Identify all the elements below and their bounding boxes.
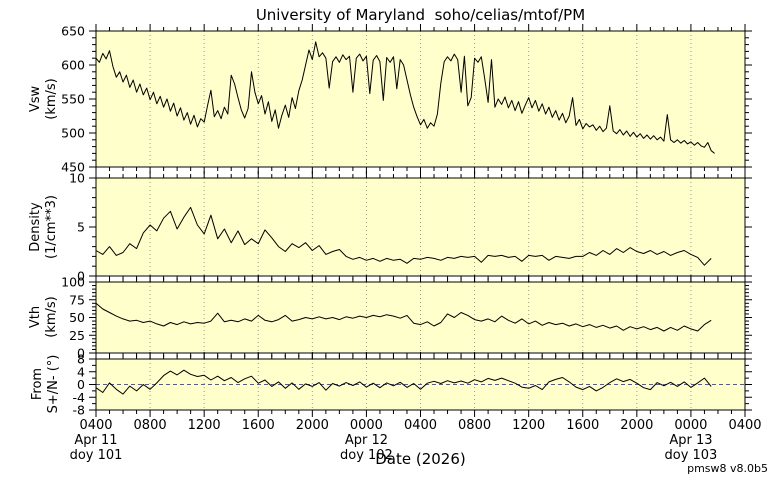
- x-doy-label: doy 103: [664, 448, 717, 463]
- y-axis-label-density-unit: (1/cm**3): [44, 195, 59, 259]
- series-vth: [95, 302, 712, 332]
- x-date-label: Apr 11: [74, 433, 117, 448]
- y-tick-label: 75: [69, 292, 85, 307]
- y-tick-label: 450: [61, 160, 85, 175]
- version-tag: pmsw8 v8.0b5: [687, 462, 768, 475]
- y-axis-label-density: Density (1/cm**3): [28, 195, 61, 259]
- y-axis-label-vsw-unit: (km/s): [44, 78, 59, 120]
- x-tick-label: 0000: [674, 418, 707, 433]
- x-tick-label: 0400: [79, 418, 112, 433]
- x-tick-label: 1200: [512, 418, 545, 433]
- x-doy-label: doy 102: [340, 448, 393, 463]
- y-tick-label: 0: [77, 377, 85, 392]
- y-tick-label: 500: [61, 126, 85, 141]
- y-axis-label-vsw-name: Vsw: [27, 85, 43, 113]
- y-axis-label-vth-unit: (km/s): [44, 296, 59, 338]
- series-density: [95, 206, 712, 266]
- y-tick-label: 4: [77, 364, 85, 379]
- x-tick-label: 2000: [620, 418, 653, 433]
- y-axis-label-vth: Vth (km/s): [28, 296, 61, 338]
- y-axis-label-angle-name: From: [29, 367, 45, 401]
- y-tick-label: 50: [69, 310, 85, 325]
- y-axis-label-density-name: Density: [27, 202, 43, 252]
- panel-bg-vth: [96, 282, 745, 353]
- y-tick-label: 0: [77, 346, 85, 361]
- y-axis-label-vsw: Vsw (km/s): [28, 78, 61, 120]
- x-tick-label: 0000: [350, 418, 383, 433]
- x-tick-label: 2000: [296, 418, 329, 433]
- x-tick-label: 0400: [404, 418, 437, 433]
- y-axis-label-angle: From S+/N- (°): [30, 355, 63, 414]
- x-date-label: Apr 12: [345, 433, 388, 448]
- y-tick-label: 5: [77, 220, 85, 235]
- y-axis-label-vth-name: Vth: [27, 305, 43, 329]
- y-tick-label: 100: [61, 275, 85, 290]
- chart-title: University of Maryland soho/celias/mtof/…: [255, 6, 586, 24]
- x-tick-label: 0800: [458, 418, 491, 433]
- y-axis-label-angle-unit: S+/N- (°): [46, 354, 61, 414]
- y-tick-label: 0: [77, 269, 85, 284]
- x-tick-label: 0800: [134, 418, 167, 433]
- x-tick-label: 0400: [728, 418, 761, 433]
- x-axis-label: Date (2026): [375, 450, 466, 468]
- y-tick-label: 550: [61, 92, 85, 107]
- y-tick-label: -8: [73, 403, 86, 418]
- y-tick-label: 650: [61, 24, 85, 39]
- x-tick-label: 1600: [566, 418, 599, 433]
- y-tick-label: 10: [69, 171, 85, 186]
- y-tick-label: -4: [73, 390, 86, 405]
- x-tick-label: 1600: [242, 418, 275, 433]
- y-tick-label: 600: [61, 58, 85, 73]
- x-doy-label: doy 101: [70, 448, 123, 463]
- y-tick-label: 25: [69, 328, 85, 343]
- x-date-label: Apr 13: [669, 433, 712, 448]
- x-tick-label: 1200: [188, 418, 221, 433]
- y-tick-label: 8: [77, 352, 85, 367]
- series-ns-angle: [95, 369, 712, 395]
- series-vsw: [95, 41, 715, 154]
